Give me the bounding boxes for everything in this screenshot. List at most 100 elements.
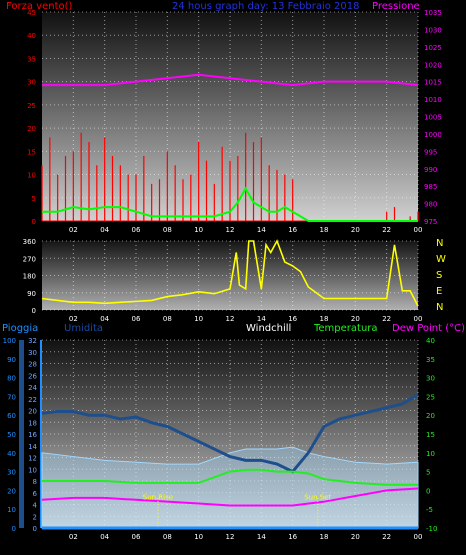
y-tick-label-right: 995 xyxy=(424,148,437,156)
y-tick-label-right: 5 xyxy=(426,469,430,477)
y-tick-label-umidita: 0 xyxy=(12,525,16,533)
x-tick-label: 04 xyxy=(100,533,109,541)
x-tick-label: 22 xyxy=(382,315,391,323)
y-tick-label-left: 90 xyxy=(27,290,36,298)
x-tick-label: 00 xyxy=(414,226,423,234)
x-tick-label: 02 xyxy=(69,533,78,541)
compass-label: S xyxy=(436,270,442,281)
y-tick-label-umidita: 10 xyxy=(7,506,16,514)
y-tick-label-left: 20 xyxy=(27,125,36,133)
x-tick-label: 12 xyxy=(226,533,235,541)
y-tick-label-right: 40 xyxy=(426,337,435,345)
y-tick-label-left: 180 xyxy=(23,273,36,281)
y-tick-label-pioggia: 12 xyxy=(28,455,37,463)
x-tick-label: 06 xyxy=(132,226,141,234)
y-tick-label-pioggia: 22 xyxy=(28,396,37,404)
x-tick-label: 00 xyxy=(414,315,423,323)
x-tick-label: 02 xyxy=(69,226,78,234)
y-tick-label-pioggia: 14 xyxy=(28,443,37,451)
x-tick-label: 22 xyxy=(382,533,391,541)
y-tick-label-left: 270 xyxy=(23,255,36,263)
y-tick-label-pioggia: 4 xyxy=(33,502,38,510)
y-tick-label-right: 1025 xyxy=(424,44,442,52)
y-tick-label-umidita: 90 xyxy=(7,356,16,364)
y-tick-label-left: 5 xyxy=(32,195,36,203)
x-tick-label: 20 xyxy=(351,533,360,541)
y-tick-label-pioggia: 30 xyxy=(28,349,37,357)
y-tick-label-umidita: 60 xyxy=(7,412,16,420)
y-tick-label-left: 45 xyxy=(27,9,36,17)
x-tick-label: 10 xyxy=(194,226,203,234)
y-tick-label-right: 1000 xyxy=(424,131,442,139)
header-right-label: Pressione xyxy=(372,1,420,12)
y-tick-label-umidita: 20 xyxy=(7,487,16,495)
x-tick-label: 16 xyxy=(288,315,297,323)
compass-label: N xyxy=(436,238,443,249)
y-tick-label-right: -10 xyxy=(426,525,437,533)
y-tick-label-pioggia: 28 xyxy=(28,361,37,369)
y-tick-label-umidita: 30 xyxy=(7,469,16,477)
x-tick-label: 06 xyxy=(132,533,141,541)
y-tick-label-left: 25 xyxy=(27,102,36,110)
series-avg xyxy=(42,186,418,222)
series-humidity xyxy=(41,446,419,529)
compass-label: W xyxy=(436,254,446,265)
x-tick-label: 20 xyxy=(351,315,360,323)
x-tick-label: 12 xyxy=(226,315,235,323)
y-tick-label-right: 990 xyxy=(424,166,437,174)
y-tick-label-pioggia: 32 xyxy=(28,337,37,345)
y-tick-label-pioggia: 0 xyxy=(33,525,37,533)
x-tick-label: 08 xyxy=(163,315,172,323)
x-tick-label: 08 xyxy=(163,533,172,541)
x-tick-label: 04 xyxy=(100,315,109,323)
compass-label: N xyxy=(436,302,443,313)
x-tick-label: 06 xyxy=(132,315,141,323)
y-tick-label-right: 1010 xyxy=(424,96,442,104)
label-windchill: Windchill xyxy=(246,323,292,334)
y-tick-label-right: 975 xyxy=(424,218,437,226)
header-title: 24 hous graph day: 13 Febbraio 2018 xyxy=(172,1,360,12)
y-tick-label-umidita: 80 xyxy=(7,375,16,383)
y-tick-label-pioggia: 18 xyxy=(28,419,37,427)
y-tick-label-right: 35 xyxy=(426,356,435,364)
compass-label: E xyxy=(436,286,442,297)
y-tick-label-umidita: 50 xyxy=(7,431,16,439)
label-umidita: Umidita xyxy=(64,323,104,334)
y-tick-label-right: 980 xyxy=(424,201,437,209)
x-tick-label: 14 xyxy=(257,315,266,323)
y-tick-label-right: 1035 xyxy=(424,9,442,17)
header-left-label: Forza vento() xyxy=(6,1,73,12)
y-tick-label-left: 10 xyxy=(27,172,36,180)
x-tick-label: 12 xyxy=(226,226,235,234)
sunset-label: Sun Set xyxy=(304,493,331,501)
y-tick-label-left: 40 xyxy=(27,32,36,40)
series-windchill xyxy=(41,393,419,474)
x-tick-label: 02 xyxy=(69,315,78,323)
label-pioggia: Pioggia xyxy=(2,323,39,334)
y-tick-label-right: 20 xyxy=(426,412,435,420)
label-dewpoint: Dew Point (°C) xyxy=(392,323,466,334)
y-tick-label-pioggia: 6 xyxy=(33,490,38,498)
y-tick-label-right: 1020 xyxy=(424,61,442,69)
y-tick-label-left: 360 xyxy=(23,238,36,246)
x-tick-label: 14 xyxy=(257,533,266,541)
y-tick-label-umidita: 100 xyxy=(3,337,16,345)
umidita-axis-bar xyxy=(19,340,24,528)
series-dewpoint xyxy=(41,487,419,507)
y-tick-label-umidita: 70 xyxy=(7,393,16,401)
y-tick-label-left: 0 xyxy=(32,218,36,226)
y-tick-label-right: 30 xyxy=(426,375,435,383)
y-tick-label-right: 1005 xyxy=(424,114,442,122)
x-tick-label: 16 xyxy=(288,226,297,234)
y-tick-label-pioggia: 24 xyxy=(28,384,37,392)
x-tick-label: 18 xyxy=(320,533,329,541)
y-tick-label-right: 1015 xyxy=(424,79,442,87)
x-tick-label: 18 xyxy=(320,226,329,234)
series-gust xyxy=(41,132,419,221)
series-temperature xyxy=(42,468,418,486)
y-tick-label-left: 15 xyxy=(27,148,36,156)
series-direction xyxy=(41,239,419,307)
y-tick-label-right: -5 xyxy=(426,506,433,514)
x-tick-label: 14 xyxy=(257,226,266,234)
